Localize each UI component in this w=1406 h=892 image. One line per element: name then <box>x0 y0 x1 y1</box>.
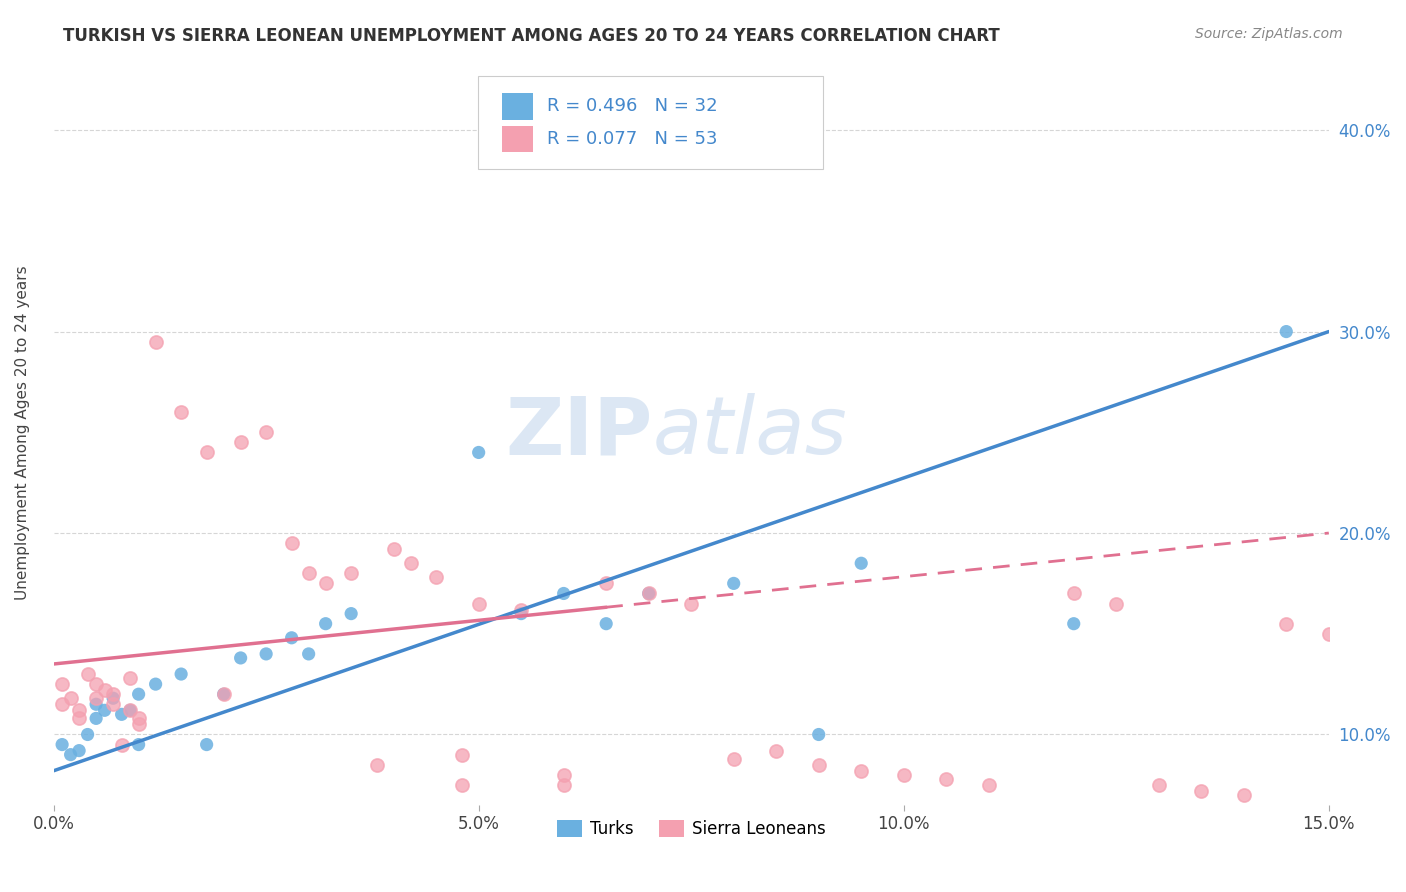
Text: ZIP: ZIP <box>506 393 652 471</box>
Point <box>1317 627 1340 641</box>
Point <box>450 778 472 792</box>
Text: Source: ZipAtlas.com: Source: ZipAtlas.com <box>1195 27 1343 41</box>
Point <box>76 727 98 741</box>
Point <box>51 738 73 752</box>
Y-axis label: Unemployment Among Ages 20 to 24 years: Unemployment Among Ages 20 to 24 years <box>15 265 30 599</box>
Point <box>1233 788 1256 802</box>
Point <box>1063 586 1085 600</box>
Point <box>595 576 617 591</box>
Point <box>298 566 321 581</box>
Point <box>229 651 252 665</box>
Point <box>1105 597 1128 611</box>
Point <box>298 647 321 661</box>
Point <box>977 778 1000 792</box>
Point <box>723 576 745 591</box>
Point <box>382 542 405 557</box>
Point <box>93 683 115 698</box>
Point <box>212 687 235 701</box>
Point <box>170 667 193 681</box>
Point <box>128 717 150 731</box>
Point <box>807 757 830 772</box>
Point <box>1275 325 1298 339</box>
Point <box>340 607 363 621</box>
Point <box>510 607 533 621</box>
Point <box>510 602 533 616</box>
Point <box>145 334 167 349</box>
Point <box>76 667 98 681</box>
Point <box>59 747 82 762</box>
Point <box>51 698 73 712</box>
Point <box>553 778 575 792</box>
Point <box>340 566 363 581</box>
Point <box>84 698 107 712</box>
Point <box>893 768 915 782</box>
Point <box>280 631 302 645</box>
Point <box>1275 616 1298 631</box>
Point <box>851 764 873 778</box>
Legend: Turks, Sierra Leoneans: Turks, Sierra Leoneans <box>550 814 832 845</box>
Point <box>128 687 150 701</box>
Point <box>67 743 90 757</box>
Point <box>315 576 337 591</box>
Point <box>1189 784 1212 798</box>
Point <box>851 556 873 570</box>
Point <box>1147 778 1170 792</box>
Point <box>84 711 107 725</box>
Point <box>399 556 422 570</box>
Point <box>280 536 302 550</box>
Point <box>93 703 115 717</box>
Point <box>229 435 252 450</box>
Point <box>935 772 957 786</box>
Point <box>467 445 489 459</box>
Text: R = 0.496   N = 32: R = 0.496 N = 32 <box>547 97 717 115</box>
Point <box>681 597 703 611</box>
Point <box>467 597 489 611</box>
Point <box>120 703 142 717</box>
Text: R = 0.077   N = 53: R = 0.077 N = 53 <box>547 130 717 148</box>
Point <box>101 687 124 701</box>
Point <box>254 425 277 440</box>
Point <box>553 768 575 782</box>
Point <box>450 747 472 762</box>
Point <box>212 687 235 701</box>
Point <box>120 703 142 717</box>
Point <box>425 570 447 584</box>
Point <box>128 738 150 752</box>
Point <box>254 647 277 661</box>
Point <box>195 738 218 752</box>
Point <box>84 691 107 706</box>
Point <box>67 711 90 725</box>
Point <box>128 711 150 725</box>
Point <box>1063 616 1085 631</box>
Point <box>111 738 134 752</box>
Point <box>637 586 659 600</box>
Point <box>170 405 193 419</box>
Point <box>723 752 745 766</box>
Text: TURKISH VS SIERRA LEONEAN UNEMPLOYMENT AMONG AGES 20 TO 24 YEARS CORRELATION CHA: TURKISH VS SIERRA LEONEAN UNEMPLOYMENT A… <box>63 27 1000 45</box>
Point <box>101 691 124 706</box>
Point <box>595 616 617 631</box>
Text: atlas: atlas <box>652 393 848 471</box>
Point <box>101 698 124 712</box>
Point <box>366 757 388 772</box>
Point <box>59 691 82 706</box>
Point <box>195 445 218 459</box>
Point <box>51 677 73 691</box>
Point <box>637 586 659 600</box>
Point <box>553 586 575 600</box>
Point <box>807 727 830 741</box>
Point <box>315 616 337 631</box>
Point <box>84 677 107 691</box>
Point <box>120 671 142 685</box>
Point <box>765 743 787 757</box>
Point <box>111 707 134 722</box>
Point <box>67 703 90 717</box>
Point <box>145 677 167 691</box>
